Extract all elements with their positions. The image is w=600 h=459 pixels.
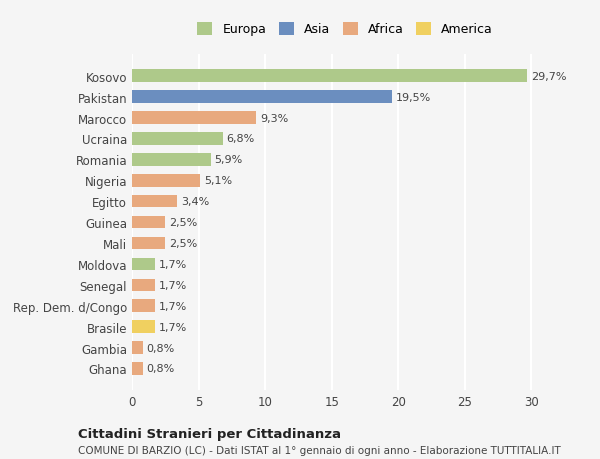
Text: COMUNE DI BARZIO (LC) - Dati ISTAT al 1° gennaio di ogni anno - Elaborazione TUT: COMUNE DI BARZIO (LC) - Dati ISTAT al 1°… (78, 445, 561, 455)
Bar (132, 70, 527, 83)
Text: 2,5%: 2,5% (169, 218, 197, 228)
Bar (132, 133, 223, 146)
Bar (132, 363, 143, 375)
Bar (132, 196, 177, 208)
Bar (132, 154, 211, 166)
Bar (132, 112, 256, 124)
Text: 6,8%: 6,8% (227, 134, 255, 144)
Bar (132, 300, 155, 312)
Text: 5,1%: 5,1% (204, 176, 232, 186)
Bar (132, 91, 392, 104)
Bar (132, 174, 200, 187)
Text: 1,7%: 1,7% (158, 301, 187, 311)
Text: 5,9%: 5,9% (215, 155, 243, 165)
Bar (132, 341, 143, 354)
Bar (132, 279, 155, 291)
Text: 2,5%: 2,5% (169, 239, 197, 248)
Legend: Europa, Asia, Africa, America: Europa, Asia, Africa, America (193, 18, 497, 41)
Text: 19,5%: 19,5% (395, 92, 431, 102)
Text: 0,8%: 0,8% (146, 364, 175, 374)
Bar (132, 237, 165, 250)
Text: Cittadini Stranieri per Cittadinanza: Cittadini Stranieri per Cittadinanza (78, 427, 341, 440)
Text: 0,8%: 0,8% (146, 343, 175, 353)
Bar (132, 216, 165, 229)
Text: 1,7%: 1,7% (158, 280, 187, 290)
Text: 1,7%: 1,7% (158, 322, 187, 332)
Bar (132, 258, 155, 271)
Bar (132, 321, 155, 333)
Text: 3,4%: 3,4% (181, 197, 209, 207)
Text: 1,7%: 1,7% (158, 259, 187, 269)
Text: 29,7%: 29,7% (532, 72, 567, 82)
Text: 9,3%: 9,3% (260, 113, 288, 123)
